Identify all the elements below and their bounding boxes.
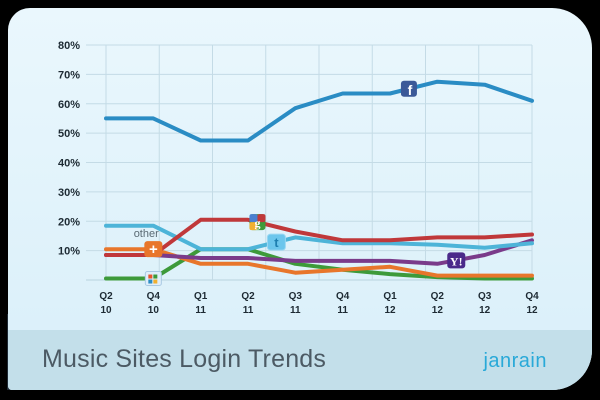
y-tick-label: 10% (58, 246, 80, 258)
x-tick-quarter: Q4 (525, 291, 539, 302)
x-tick-quarter: Q3 (478, 291, 492, 302)
x-tick-quarter: Q1 (194, 291, 208, 302)
brand-logo: janrain (483, 350, 547, 372)
chart-card: 10% 20% 30% 40% 50% 60% 70% 80% Q2 10 Q4 10 Q1 11 Q2 11… (8, 8, 592, 390)
chart-title: Music Sites Login Trends (42, 345, 327, 373)
other-label: other (134, 228, 159, 240)
series-facebook (104, 79, 534, 143)
yahoo-icon: Y! (447, 252, 466, 269)
x-tick-year: 12 (526, 305, 538, 316)
x-tick-year: 10 (100, 305, 112, 316)
x-tick-year: 12 (432, 305, 444, 316)
y-tick-label: 20% (58, 216, 80, 228)
y-tick-label: 70% (58, 69, 80, 81)
x-tick-year: 12 (479, 305, 491, 316)
y-tick-label: 50% (58, 128, 80, 140)
x-tick-year: 11 (243, 305, 254, 316)
x-tick-quarter: Q1 (383, 291, 397, 302)
y-tick-label: 40% (58, 158, 80, 170)
x-tick-quarter: Q3 (289, 291, 303, 302)
x-tick-year: 10 (148, 305, 160, 316)
svg-text:+: + (149, 241, 158, 258)
x-tick-quarter: Q2 (241, 291, 255, 302)
svg-text:t: t (274, 235, 279, 250)
plus-icon: + (144, 241, 163, 258)
svg-text:Y!: Y! (450, 254, 463, 268)
facebook-icon: f (400, 80, 417, 98)
x-tick-year: 11 (195, 305, 206, 316)
x-tick-year: 11 (337, 305, 348, 316)
svg-text:f: f (408, 82, 413, 98)
line-chart: 10% 20% 30% 40% 50% 60% 70% 80% Q2 10 Q4 10 Q1 11 Q2 11… (58, 40, 539, 316)
svg-text:g: g (254, 216, 260, 230)
x-tick-quarter: Q4 (336, 291, 350, 302)
x-tick-year: 12 (384, 305, 396, 316)
y-tick-label: 30% (58, 187, 80, 199)
x-tick-quarter: Q2 (431, 291, 445, 302)
x-tick-quarter: Q2 (99, 291, 113, 302)
y-tick-label: 60% (58, 99, 80, 111)
series-google (104, 217, 534, 257)
google-icon: g (249, 214, 266, 231)
windows-icon (144, 271, 162, 287)
footer-bar: Music Sites Login Trends janrain (8, 330, 592, 390)
twitter-icon: t (266, 233, 286, 251)
y-tick-label: 80% (58, 40, 80, 52)
x-tick-year: 11 (290, 305, 301, 316)
series-windows-live (104, 247, 534, 281)
x-tick-quarter: Q4 (147, 291, 161, 302)
